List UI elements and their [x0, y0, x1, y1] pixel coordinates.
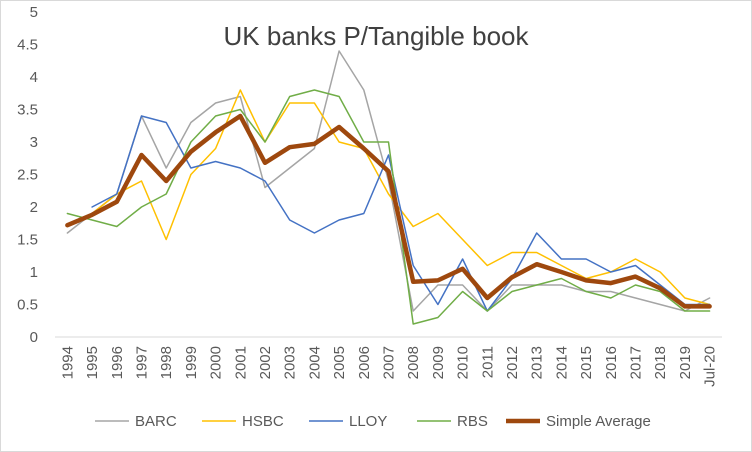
x-tick-label: 2017 — [628, 346, 645, 379]
x-tick-label: 2002 — [257, 346, 274, 379]
x-tick-label: 1998 — [158, 346, 175, 379]
x-tick-label: 2005 — [331, 346, 348, 379]
series-line-hsbc — [66, 89, 711, 306]
x-tick-label: 2019 — [677, 346, 694, 379]
y-tick-label: 4.5 — [17, 37, 38, 54]
y-tick-label: 1.5 — [17, 232, 38, 249]
x-tick-label: 1997 — [133, 346, 150, 379]
series-line-simple-average — [65, 113, 712, 309]
x-axis-tick-labels: 1994 1995 1996 1997 1998 1999 2000 2001 2002 2003… — [59, 346, 718, 387]
legend-label: HSBC — [242, 413, 284, 430]
legend-label: LLOY — [349, 413, 387, 430]
x-tick-label: 2001 — [232, 346, 249, 379]
x-tick-label: 1999 — [183, 346, 200, 379]
y-tick-label: 0 — [30, 329, 38, 346]
y-tick-label: 3 — [30, 134, 38, 151]
y-tick-label: 2 — [30, 199, 38, 216]
x-tick-label: 2015 — [578, 346, 595, 379]
y-tick-label: 5 — [30, 4, 38, 21]
series-line-lloy — [91, 115, 711, 312]
legend-label: BARC — [135, 413, 177, 430]
legend: BARC HSBC LLOY RBS Simple Average — [95, 413, 651, 430]
series-lines — [65, 50, 712, 325]
x-tick-label: 2016 — [603, 346, 620, 379]
x-tick-label: 2013 — [529, 346, 546, 379]
x-tick-label: 1996 — [109, 346, 126, 379]
y-tick-label: 2.5 — [17, 167, 38, 184]
y-tick-label: 1 — [30, 264, 38, 281]
x-tick-label: 2011 — [479, 346, 496, 378]
x-tick-label: 2008 — [405, 346, 422, 379]
y-tick-label: 4 — [30, 69, 38, 86]
legend-label: RBS — [457, 413, 488, 430]
legend-label: Simple Average — [546, 413, 651, 430]
x-tick-label: 2010 — [455, 346, 472, 379]
series-line-rbs — [66, 89, 711, 325]
x-tick-label: 2003 — [282, 346, 299, 379]
x-tick-label: 1995 — [84, 346, 101, 379]
x-tick-label: 2012 — [504, 346, 521, 379]
x-tick-label: 2006 — [356, 346, 373, 379]
chart-title: UK banks P/Tangible book — [224, 21, 530, 51]
y-axis-tick-labels: 0 0.5 1 1.5 2 2.5 3 3.5 4 4.5 5 — [17, 4, 38, 346]
x-tick-label: 2000 — [208, 346, 225, 379]
x-tick-label: 1994 — [59, 346, 76, 379]
y-tick-label: 3.5 — [17, 102, 38, 119]
y-tick-label: 0.5 — [17, 297, 38, 314]
x-tick-label: 2009 — [430, 346, 447, 379]
x-tick-label: 2014 — [553, 346, 570, 379]
x-tick-label: 2018 — [652, 346, 669, 379]
x-tick-label: Jul-20 — [702, 346, 719, 387]
x-tick-label: 2007 — [381, 346, 398, 379]
x-tick-label: 2004 — [306, 346, 323, 379]
